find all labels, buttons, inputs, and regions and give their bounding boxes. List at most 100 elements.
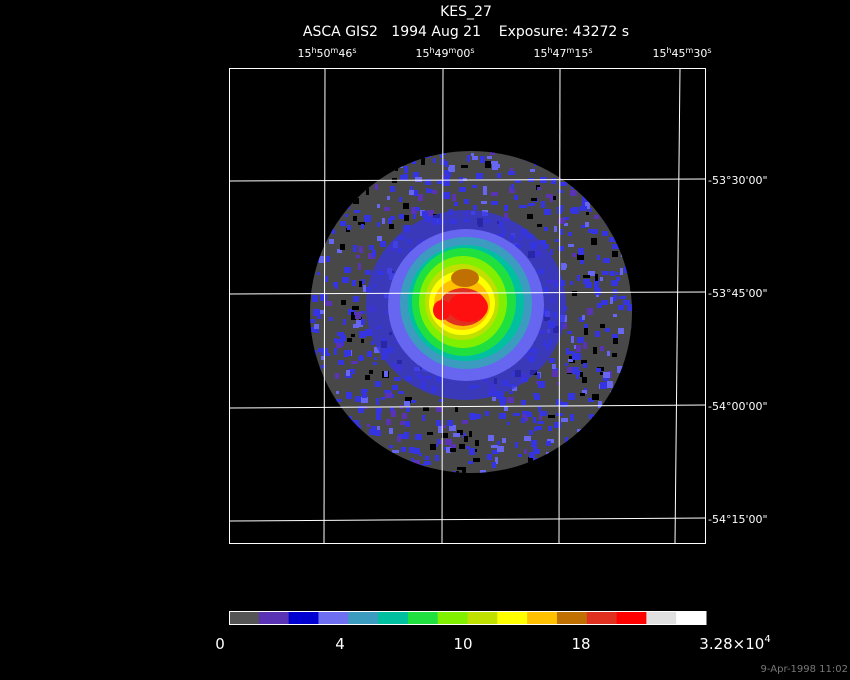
noise-pixel: [602, 231, 608, 236]
noise-pixel: [371, 341, 374, 345]
noise-pixel: [342, 277, 349, 283]
noise-pixel: [404, 166, 408, 173]
noise-pixel: [492, 450, 499, 454]
noise-pixel: [351, 361, 358, 364]
noise-pixel: [449, 425, 456, 431]
noise-pixel: [557, 382, 560, 385]
noise-pixel: [558, 246, 564, 251]
noise-pixel: [537, 187, 541, 190]
noise-pixel: [312, 295, 318, 302]
noise-pixel: [550, 197, 553, 202]
dec-grid-line: [228, 404, 707, 409]
noise-pixel: [491, 161, 498, 164]
noise-pixel: [527, 214, 533, 219]
noise-pixel: [363, 389, 368, 392]
noise-pixel: [361, 224, 364, 229]
noise-pixel: [427, 210, 434, 217]
noise-pixel: [389, 224, 394, 229]
noise-pixel: [347, 338, 352, 342]
noise-pixel: [472, 185, 477, 188]
noise-pixel: [406, 407, 410, 412]
noise-pixel: [497, 173, 501, 178]
noise-pixel: [441, 433, 448, 438]
noise-pixel: [311, 327, 314, 332]
noise-pixel: [593, 347, 597, 354]
noise-pixel: [476, 173, 483, 179]
noise-pixel: [515, 180, 521, 183]
noise-pixel: [384, 390, 391, 393]
noise-pixel: [337, 249, 342, 253]
noise-pixel: [588, 271, 595, 276]
ra-labels: 15h50m46s 15h49m00s 15h47m15s 15h45m30s: [297, 46, 711, 60]
noise-pixel: [320, 294, 327, 301]
noise-pixel: [602, 271, 609, 275]
noise-pixel: [566, 348, 569, 355]
noise-pixel: [563, 217, 569, 220]
noise-pixel: [582, 390, 587, 394]
noise-pixel: [369, 370, 373, 374]
noise-pixel: [548, 415, 555, 418]
colorbar-cell: [348, 611, 379, 625]
noise-pixel: [360, 311, 365, 314]
noise-pixel: [459, 187, 466, 192]
ra-value: 50: [317, 47, 331, 60]
noise-pixel: [601, 300, 608, 305]
noise-pixel: [359, 246, 363, 253]
noise-pixel: [329, 239, 334, 244]
noise-pixel: [422, 211, 427, 217]
noise-pixel: [457, 430, 463, 435]
dec-label: -53°45'00": [708, 287, 768, 300]
noise-pixel: [346, 392, 352, 399]
noise-pixel: [578, 248, 584, 255]
noise-pixel: [588, 398, 594, 402]
noise-pixel: [473, 205, 477, 210]
ra-unit: m: [686, 46, 694, 55]
noise-pixel: [612, 353, 617, 357]
noise-pixel: [405, 397, 412, 403]
noise-pixel: [507, 422, 510, 425]
ra-grid-line: [558, 67, 561, 544]
ra-unit: h: [666, 46, 671, 55]
noise-pixel: [385, 391, 392, 398]
noise-pixel: [480, 156, 485, 163]
noise-pixel: [518, 454, 522, 457]
noise-pixel: [362, 393, 367, 398]
noise-pixel: [612, 334, 618, 339]
ra-value: 15: [415, 47, 429, 60]
noise-pixel: [576, 345, 581, 352]
noise-pixel: [319, 310, 325, 314]
noise-pixel: [353, 296, 359, 302]
noise-pixel: [539, 413, 542, 420]
noise-pixel: [415, 434, 422, 440]
noise-pixel: [444, 170, 451, 177]
noise-pixel: [491, 192, 498, 196]
noise-pixel: [582, 315, 585, 320]
noise-pixel: [558, 190, 563, 193]
noise-pixel: [375, 430, 381, 436]
noise-pixel: [317, 314, 321, 319]
noise-pixel: [340, 221, 346, 226]
noise-pixel: [535, 426, 542, 430]
dec-label: -53°30'00": [708, 174, 768, 187]
noise-pixel: [552, 364, 556, 369]
colorbar-cell: [497, 611, 528, 625]
noise-pixel: [519, 205, 524, 208]
noise-pixel: [488, 435, 494, 441]
noise-pixel: [448, 167, 454, 171]
colorbar-cell: [556, 611, 588, 625]
noise-pixel: [356, 320, 363, 327]
noise-pixel: [323, 353, 330, 356]
source: [366, 210, 566, 400]
dec-labels: -53°30'00" -53°45'00" -54°00'00" -54°15'00": [708, 174, 768, 526]
noise-pixel: [427, 432, 433, 435]
noise-pixel: [567, 367, 572, 373]
colorbar-cell: [467, 611, 498, 625]
noise-pixel: [559, 229, 563, 235]
ra-unit: m: [331, 46, 339, 55]
noise-pixel: [529, 452, 535, 458]
noise-pixel: [551, 178, 556, 184]
colorbar: [229, 611, 707, 625]
noise-pixel: [492, 397, 496, 401]
noise-pixel: [572, 291, 577, 296]
